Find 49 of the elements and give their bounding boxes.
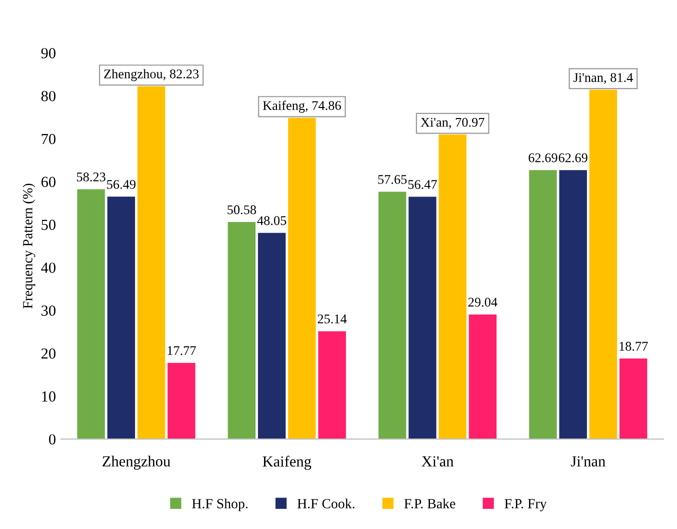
bar [318,331,346,440]
data-label: 18.77 [620,342,648,351]
legend-label: F.P. Fry [504,499,547,512]
data-label: 48.05 [257,216,286,226]
y-tick-label: 60 [41,176,56,188]
bar [529,170,557,440]
data-label: 56.49 [107,180,136,189]
bar [408,196,436,440]
data-label: 56.47 [408,180,437,189]
bar [168,362,196,440]
legend-label: F.P. Bake [404,498,456,508]
y-axis-title: Frequency Pattern (%) [22,184,36,308]
bar [288,118,316,440]
legend-label: H.F Shop. [192,498,248,512]
data-label: 25.14 [318,314,347,324]
data-label: 17.77 [168,346,196,356]
bar [468,314,497,440]
bar [107,196,136,440]
bar [228,222,256,440]
bar [378,192,406,440]
data-label: 58.23 [76,172,106,182]
data-label: Xi'an, 70.97 [420,118,484,129]
y-tick-label: 20 [41,348,56,359]
data-label: 29.04 [468,298,498,307]
y-tick-label: 90 [41,48,56,58]
y-tick-label: 40 [41,262,56,273]
x-tick-label: Ji'nan [570,456,606,466]
data-label: 62.69 [558,153,588,162]
y-tick-label: 0 [49,434,56,445]
bar [137,86,166,440]
y-tick-label: 50 [42,220,56,230]
bar [258,232,286,440]
x-tick-label: Xi'an [422,456,454,466]
data-label: 62.69 [528,153,558,162]
x-tick-label: Zhengzhou [102,456,170,470]
y-tick-label: 30 [42,305,56,316]
y-tick-label: 70 [42,134,56,144]
bar [619,358,648,440]
data-label: Zhengzhou, 82.23 [104,69,199,82]
bar [77,189,105,440]
bar [559,170,587,440]
legend-label: H.F Cook. [297,498,354,508]
data-label: 57.65 [378,175,407,184]
x-tick-label: Kaifeng [262,456,312,470]
data-label: Ji'nan, 81.4 [574,73,633,84]
data-label: 50.58 [228,205,256,214]
data-label: Kaifeng, 74.86 [262,100,341,113]
y-tick-label: 80 [41,90,56,102]
y-tick-label: 10 [42,391,56,402]
